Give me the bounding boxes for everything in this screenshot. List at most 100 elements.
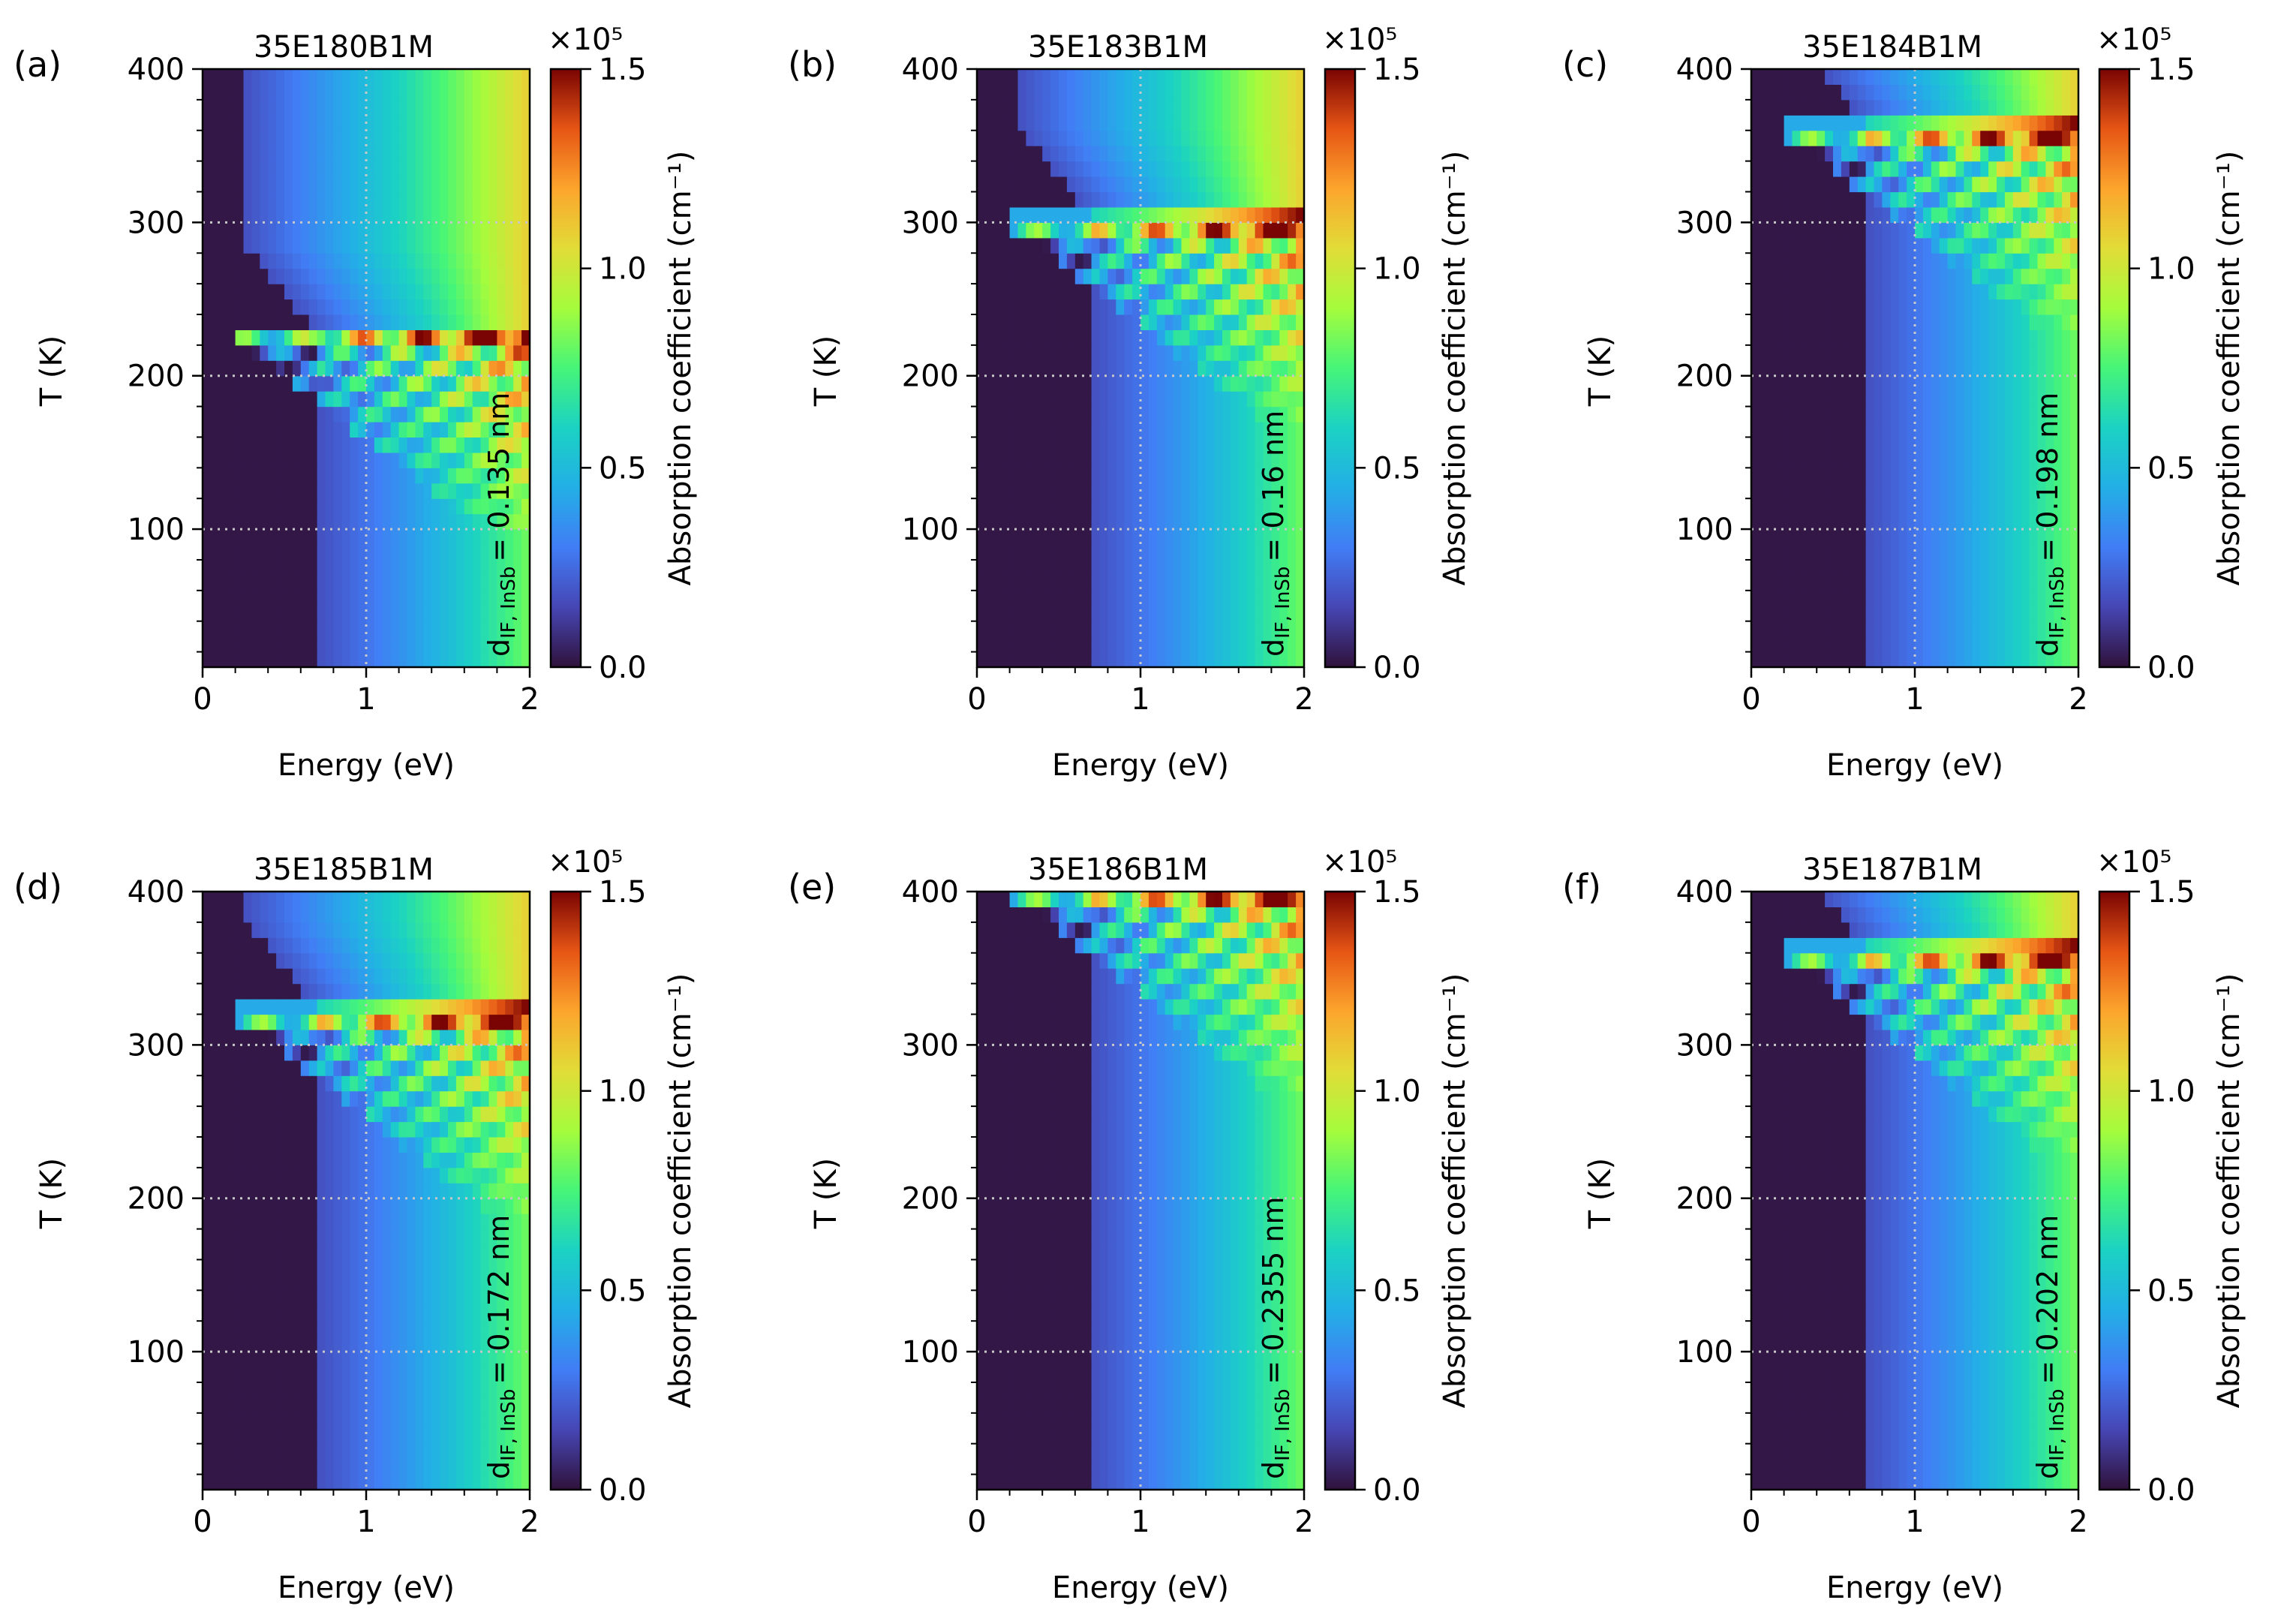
heatmap-cell — [1074, 452, 1084, 468]
heatmap-cell — [260, 161, 269, 177]
heatmap-cell — [1955, 84, 1964, 101]
heatmap-cell — [1026, 559, 1035, 576]
heatmap-cell — [1066, 513, 1076, 530]
heatmap-cell — [276, 161, 285, 177]
heatmap-cell — [472, 575, 482, 591]
heatmap-cell — [1775, 590, 1785, 606]
heatmap-cell — [1189, 575, 1198, 591]
heatmap-cell — [1817, 268, 1826, 284]
heatmap-cell — [1099, 176, 1108, 193]
heatmap-cell — [325, 146, 334, 162]
heatmap-cell — [1116, 544, 1125, 561]
heatmap-cell — [1865, 130, 1875, 146]
heatmap-cell — [1246, 636, 1256, 653]
heatmap-cell — [1841, 344, 1850, 361]
heatmap-cell — [1238, 130, 1248, 146]
heatmap-cell — [1841, 99, 1850, 116]
heatmap-cell — [1173, 176, 1183, 193]
heatmap-cell — [300, 636, 310, 653]
heatmap-cell — [1882, 206, 1891, 223]
heatmap-cell — [2004, 636, 2014, 653]
heatmap-cell — [423, 452, 432, 468]
heatmap-cell — [521, 161, 530, 177]
heatmap-cell — [1825, 69, 1834, 85]
heatmap-cell — [1890, 483, 1899, 499]
heatmap-cell — [1898, 621, 1907, 637]
heatmap-cell — [1066, 391, 1076, 408]
heatmap-cell — [1246, 498, 1256, 515]
heatmap-cell — [1288, 391, 1297, 408]
heatmap-cell — [308, 268, 318, 284]
heatmap-cell — [1784, 513, 1793, 530]
heatmap-cell — [1980, 344, 1989, 361]
heatmap-cell — [1922, 621, 1932, 637]
heatmap-cell — [1222, 636, 1231, 653]
heatmap-cell — [2037, 206, 2046, 223]
heatmap-cell — [1017, 268, 1026, 284]
heatmap-cell — [1808, 437, 1817, 453]
heatmap-cell — [2021, 468, 2030, 484]
heatmap-cell — [1898, 513, 1907, 530]
heatmap-cell — [243, 253, 252, 269]
heatmap-cell — [1263, 299, 1272, 315]
heatmap-cell — [2021, 222, 2030, 239]
heatmap-cell — [2062, 621, 2071, 637]
heatmap-cell — [1148, 161, 1158, 177]
heatmap-cell — [1767, 344, 1777, 361]
heatmap-cell — [203, 513, 212, 530]
heatmap-cell — [1165, 237, 1174, 254]
heatmap-cell — [350, 606, 359, 622]
heatmap-cell — [1255, 590, 1264, 606]
heatmap-cell — [1775, 299, 1785, 315]
heatmap-cell — [488, 69, 497, 85]
heatmap-cell — [317, 314, 326, 330]
heatmap-cell — [382, 513, 392, 530]
heatmap-cell — [1165, 606, 1174, 622]
heatmap-cell — [1972, 99, 1981, 116]
heatmap-cell — [292, 590, 302, 606]
heatmap-cell — [2070, 513, 2079, 530]
heatmap-cell — [325, 513, 334, 530]
heatmap-cell — [2062, 130, 2071, 146]
heatmap-cell — [382, 268, 392, 284]
heatmap-cell — [448, 1443, 457, 1460]
heatmap-cell — [1026, 206, 1035, 223]
heatmap-cell — [513, 99, 522, 116]
panel-title: 35E184B1M — [1802, 30, 1982, 65]
heatmap-cell — [1156, 422, 1166, 438]
heatmap-cell — [423, 651, 432, 668]
heatmap-cell — [455, 498, 465, 515]
heatmap-cell — [1939, 360, 1949, 377]
heatmap-cell — [1116, 590, 1125, 606]
heatmap-cell — [276, 651, 285, 668]
heatmap-cell — [1198, 529, 1207, 546]
heatmap-cell — [1156, 222, 1166, 239]
heatmap-cell — [2045, 84, 2054, 101]
heatmap-cell — [2004, 621, 2014, 637]
heatmap-cell — [977, 651, 986, 668]
heatmap-cell — [235, 422, 245, 438]
heatmap-cell — [1825, 483, 1834, 499]
heatmap-cell — [513, 146, 522, 162]
heatmap-cell — [1947, 222, 1957, 239]
heatmap-cell — [1099, 206, 1108, 223]
heatmap-cell — [218, 452, 228, 468]
heatmap-cell — [1841, 314, 1850, 330]
heatmap-cell — [1173, 299, 1183, 315]
heatmap-cell — [1915, 606, 1924, 622]
heatmap-cell — [1898, 146, 1907, 162]
heatmap-cell — [505, 1443, 514, 1460]
heatmap-cell — [292, 253, 302, 269]
heatmap-cell — [1751, 84, 1760, 101]
heatmap-cell — [407, 544, 416, 561]
heatmap-cell — [415, 452, 424, 468]
heatmap-cell — [1997, 69, 2006, 85]
heatmap-cell — [1890, 176, 1899, 193]
heatmap-cell — [423, 344, 432, 361]
heatmap-cell — [1222, 146, 1231, 162]
heatmap-cell — [2004, 222, 2014, 239]
heatmap-cell — [358, 422, 367, 438]
heatmap-cell — [1947, 161, 1957, 177]
heatmap-cell — [1964, 284, 1973, 300]
heatmap-cell — [227, 299, 236, 315]
